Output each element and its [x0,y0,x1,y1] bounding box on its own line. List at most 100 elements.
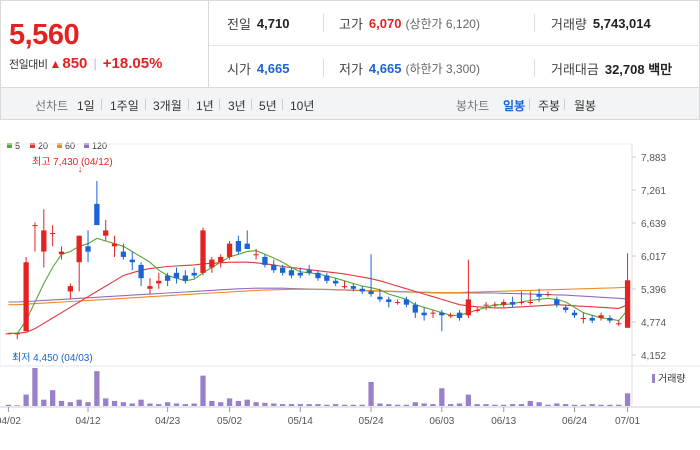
volume-bar [448,404,454,406]
volume-bar [545,404,551,406]
candle-body [253,254,259,256]
ma60-line [8,286,628,306]
volume-bar [244,399,250,406]
period-10y[interactable]: 10년 [290,99,315,113]
change-percent: +18.05% [102,55,163,72]
volume-bar [465,394,472,406]
volume-bar [120,402,127,406]
high-annotation: 최고 7,430 (04/12) [32,156,113,168]
up-arrow-icon: ▲ [49,56,62,71]
x-tick-label: 07/01 [615,416,640,427]
toolbar-divider [219,99,220,110]
y-axis: 7,883 7,261 6,639 6,017 5,396 4,774 4,152 [632,153,666,362]
candle-body [571,312,578,316]
candle-body [580,317,587,319]
volume-bar [439,388,445,406]
period-3y[interactable]: 3년 [228,99,246,113]
x-tick-label: 04/23 [155,416,180,427]
volume-bars [0,365,700,406]
line-chart-label: 선차트 [35,99,69,113]
volume-bar [359,404,365,406]
candle-body [518,302,525,304]
candle-body [85,246,91,252]
chart-toolbar: 선차트 1일 1주일 3개월 1년 3년 5년 10년 봉차트 일봉 주봉 월봉 [0,88,700,120]
x-tick-label: 05/14 [288,416,313,427]
candle-body [288,270,295,276]
candle-monthly[interactable]: 월봉 [574,99,597,113]
candle-body [218,256,224,263]
change-label: 전일대비 [9,58,48,71]
high-arrow-icon: ↓ [78,164,83,175]
candle-body [465,299,472,316]
candle-body [589,317,595,321]
volume-bar [368,381,374,406]
legend-ma5: 5 [15,141,20,151]
candle-body [14,333,20,335]
toolbar-divider [564,99,565,110]
y-tick-label: 5,396 [641,285,666,296]
volume-bar [182,404,188,406]
stats-panel: 전일 4,710 고가 6,070 (상한가 6,120) 거래량 5,743,… [209,1,700,89]
candle-body [333,280,339,284]
volume-bar [32,368,38,406]
candle-body [474,309,480,311]
candle-body [448,315,454,317]
volume-bar [103,398,109,406]
amount-label: 거래대금 [551,61,599,77]
period-1w[interactable]: 1주일 [110,99,139,113]
volume-bar [412,402,418,406]
volume-bar [138,399,144,406]
open-label: 시가 [227,61,251,77]
candle-body [359,288,365,292]
low-annotation: 최저 4,450 (04/03) [12,352,93,364]
volume-bar [430,404,436,406]
volume-bar [85,402,91,406]
period-3m[interactable]: 3개월 [153,99,182,113]
candle-body [226,243,233,257]
candle-body [616,323,622,325]
chart-legend: 5 20 60 120 [7,141,107,151]
stat-open: 시가 4,665 [227,46,289,90]
y-tick-label: 7,883 [641,153,666,164]
x-tick-label: 05/02 [217,416,242,427]
volume-bar [589,404,595,406]
candle-body [32,225,38,227]
period-1y[interactable]: 1년 [196,99,214,113]
candle-body [439,312,445,316]
amount-value: 32,708 백만 [604,61,673,77]
volume-bar [509,404,516,406]
candle-body [271,264,277,271]
candle-body [509,302,516,305]
period-5y[interactable]: 5년 [259,99,277,113]
change-divider: | [93,56,97,71]
volume-bar [209,400,215,406]
candle-body [147,286,153,289]
price-chart[interactable]: 5 20 60 120 7,883 7,261 6,639 6,017 5,396 4,7… [0,120,700,450]
candle-body [41,230,47,252]
volume-bar [598,404,604,406]
candle-body [111,243,118,247]
x-axis: 04/02 04/12 04/23 05/02 05/14 05/24 06/03 06/13… [0,406,700,427]
candlesticks [5,181,631,340]
volume-bar [156,404,162,406]
candle-body [545,294,551,296]
prev-close-label: 전일 [227,16,251,32]
candle-body [341,286,348,288]
candle-body [5,333,12,335]
volume-bar [421,403,427,406]
period-1d[interactable]: 1일 [77,99,95,113]
candle-daily[interactable]: 일봉 [503,99,526,113]
candle-body [156,280,162,284]
volume-bar [474,404,480,406]
y-tick-label: 4,152 [641,351,666,362]
chart-svg[interactable]: 5 20 60 120 7,883 7,261 6,639 6,017 5,396 4,7… [0,120,700,450]
volume-bar [49,390,56,406]
legend-ma60-swatch [57,143,62,148]
candle-weekly[interactable]: 주봉 [538,99,561,113]
candle-body [23,262,29,332]
stat-amount: 거래대금 32,708 백만 [551,46,672,90]
legend-ma20: 20 [38,141,48,151]
volume-bar [501,404,507,406]
volume-bar [492,404,498,406]
candle-body [297,272,303,276]
